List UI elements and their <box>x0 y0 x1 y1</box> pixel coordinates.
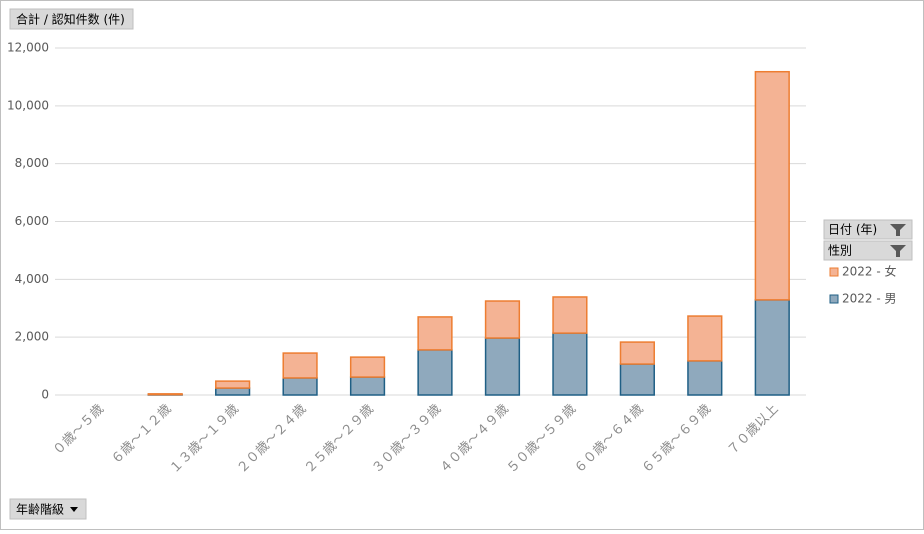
legend-field-label: 性別 <box>828 244 852 258</box>
legend-field-label: 日付 (年) <box>828 223 877 237</box>
bar-segment <box>216 381 250 388</box>
value-field-label: 合計 / 認知件数 (件) <box>16 12 125 27</box>
bar-segment <box>216 388 250 395</box>
bar-segment <box>283 378 317 395</box>
bar-segment <box>621 342 655 364</box>
legend-label: 2022 - 女 <box>842 264 897 279</box>
y-tick-label: 12,000 <box>7 41 49 55</box>
bar-segment <box>553 297 587 333</box>
bar-segment <box>621 364 655 395</box>
bar-segment <box>418 350 452 395</box>
bar-segment <box>755 300 789 395</box>
legend-label: 2022 - 男 <box>842 292 897 306</box>
bar-segment <box>283 353 317 378</box>
bar-segment <box>755 72 789 300</box>
y-tick-label: 0 <box>41 388 49 402</box>
bar-segment <box>553 333 587 395</box>
bar-segment <box>351 357 385 377</box>
y-tick-label: 8,000 <box>15 156 49 170</box>
bar-segment <box>351 377 385 395</box>
bar-segment <box>688 361 722 395</box>
y-tick-label: 10,000 <box>7 98 49 112</box>
bar-segment <box>486 338 520 395</box>
y-tick-label: 2,000 <box>15 330 49 344</box>
bar-segment <box>688 316 722 361</box>
axis-field-label: 年齢階級 <box>16 502 64 517</box>
legend-swatch <box>830 268 838 276</box>
bar-segment <box>486 301 520 338</box>
y-tick-label: 6,000 <box>15 214 49 228</box>
bar-segment <box>418 317 452 350</box>
y-tick-label: 4,000 <box>15 272 49 286</box>
legend-swatch <box>830 295 838 303</box>
bar-segment <box>148 394 182 395</box>
